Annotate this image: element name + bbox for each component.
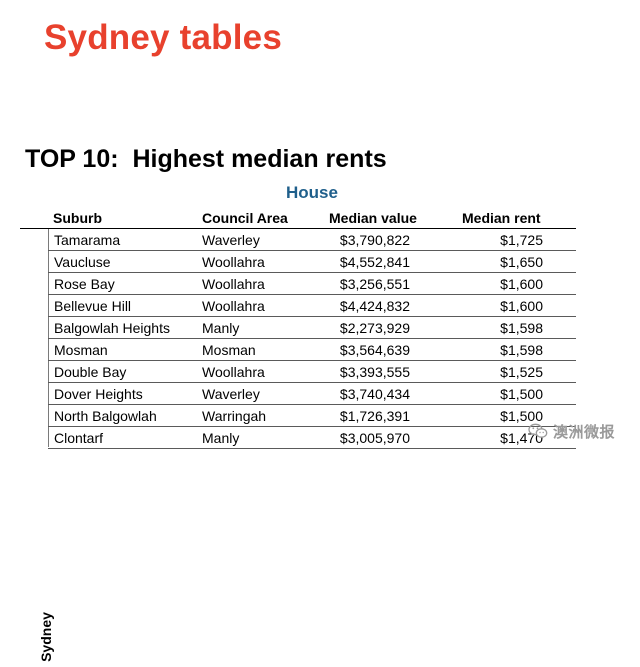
- cell-council-area: Manly: [202, 320, 240, 336]
- cell-council-area: Woollahra: [202, 364, 265, 380]
- cell-council-area: Warringah: [202, 408, 267, 424]
- cell-council-area: Woollahra: [202, 254, 265, 270]
- table-row: Tamarama Waverley $3,790,822 $1,725: [48, 229, 576, 251]
- table-heading: TOP 10: Highest median rents: [25, 145, 387, 173]
- wechat-icon: [528, 423, 548, 439]
- cell-suburb: Clontarf: [54, 430, 104, 446]
- cell-median-rent: $1,525: [500, 364, 543, 380]
- table-row: Rose Bay Woollahra $3,256,551 $1,600: [48, 273, 576, 295]
- cell-median-rent: $1,600: [500, 276, 543, 292]
- table-header-row: Suburb Council Area Median value Median …: [0, 208, 640, 228]
- cell-suburb: Double Bay: [54, 364, 127, 380]
- watermark: 澳洲微报: [528, 420, 632, 442]
- cell-median-rent: $1,600: [500, 298, 543, 314]
- table-row: North Balgowlah Warringah $1,726,391 $1,500: [48, 405, 576, 427]
- cell-council-area: Waverley: [202, 386, 260, 402]
- watermark-text: 澳洲微报: [553, 423, 616, 441]
- cell-council-area: Woollahra: [202, 298, 265, 314]
- table-row: Vaucluse Woollahra $4,552,841 $1,650: [48, 251, 576, 273]
- cell-median-rent: $1,500: [500, 386, 543, 402]
- section-label: House: [286, 183, 338, 202]
- header-suburb: Suburb: [53, 210, 102, 226]
- table-row: Mosman Mosman $3,564,639 $1,598: [48, 339, 576, 361]
- cell-suburb: North Balgowlah: [54, 408, 157, 424]
- cell-median-rent: $1,650: [500, 254, 543, 270]
- table-row: Dover Heights Waverley $3,740,434 $1,500: [48, 383, 576, 405]
- cell-median-rent: $1,598: [500, 320, 543, 336]
- table-row: Clontarf Manly $3,005,970 $1,470: [48, 427, 576, 449]
- header-median-rent: Median rent: [462, 210, 541, 226]
- table-row: Balgowlah Heights Manly $2,273,929 $1,598: [48, 317, 576, 339]
- cell-median-value: $3,393,555: [339, 364, 410, 380]
- cell-council-area: Woollahra: [202, 276, 265, 292]
- cell-median-value: $3,256,551: [339, 276, 410, 292]
- cell-median-value: $1,726,391: [339, 408, 410, 424]
- header-median-value: Median value: [329, 210, 417, 226]
- cell-suburb: Rose Bay: [54, 276, 115, 292]
- cell-suburb: Mosman: [54, 342, 108, 358]
- slide-title: Sydney tables: [44, 18, 282, 57]
- cell-suburb: Dover Heights: [54, 386, 143, 402]
- region-label: Sydney: [38, 612, 54, 662]
- cell-council-area: Manly: [202, 430, 240, 446]
- cell-council-area: Waverley: [202, 232, 260, 248]
- cell-suburb: Bellevue Hill: [54, 298, 132, 314]
- cell-median-value: $4,424,832: [339, 298, 410, 314]
- table-row: Bellevue Hill Woollahra $4,424,832 $1,600: [48, 295, 576, 317]
- header-divider: [20, 228, 576, 229]
- cell-median-value: $3,790,822: [339, 232, 410, 248]
- cell-median-value: $2,273,929: [339, 320, 410, 336]
- cell-median-value: $3,005,970: [339, 430, 410, 446]
- header-council-area: Council Area: [202, 210, 288, 226]
- cell-median-value: $3,564,639: [339, 342, 410, 358]
- cell-council-area: Mosman: [202, 342, 256, 358]
- table-row: Double Bay Woollahra $3,393,555 $1,525: [48, 361, 576, 383]
- cell-suburb: Balgowlah Heights: [54, 320, 170, 336]
- cell-median-rent: $1,598: [500, 342, 543, 358]
- cell-median-rent: $1,725: [500, 232, 543, 248]
- cell-suburb: Vaucluse: [54, 254, 111, 270]
- table-body: Tamarama Waverley $3,790,822 $1,725 Vaucluse…: [48, 229, 576, 449]
- cell-median-rent: $1,500: [500, 408, 543, 424]
- cell-median-value: $3,740,434: [339, 386, 410, 402]
- cell-median-value: $4,552,841: [339, 254, 410, 270]
- cell-suburb: Tamarama: [54, 232, 121, 248]
